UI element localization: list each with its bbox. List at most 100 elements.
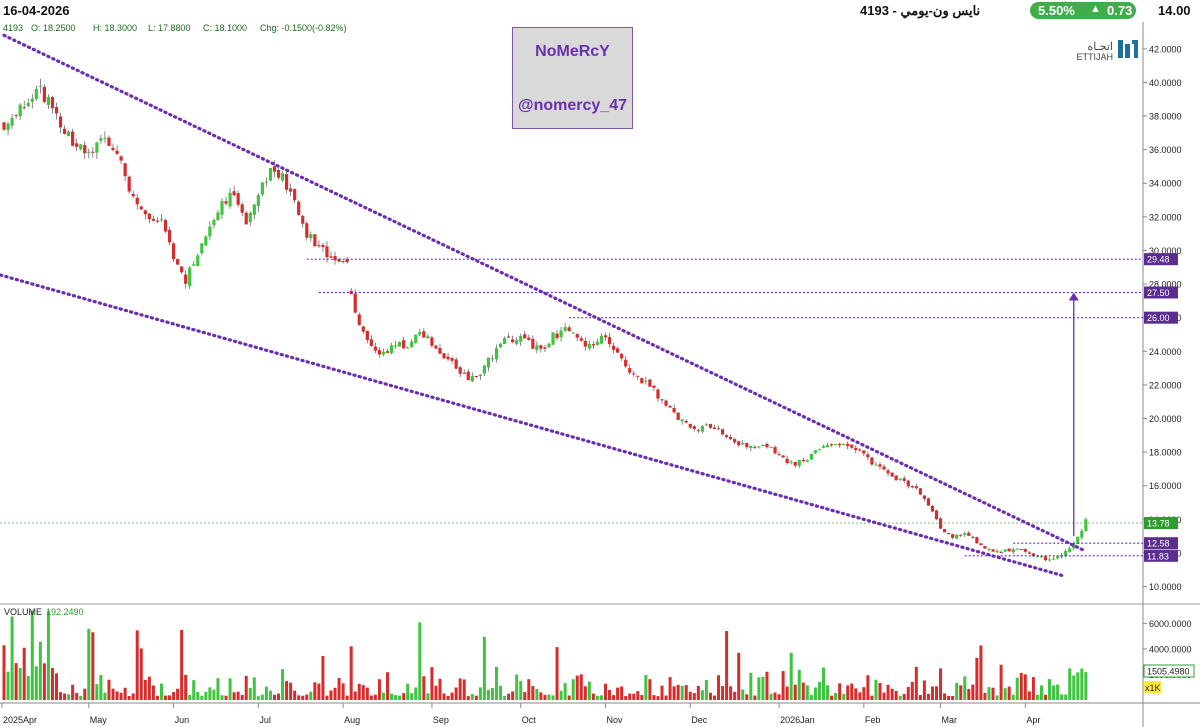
candle-body bbox=[947, 532, 951, 534]
candle-body bbox=[761, 444, 765, 446]
volume-bar bbox=[858, 692, 862, 700]
volume-bar bbox=[846, 685, 850, 700]
candle-body bbox=[890, 472, 894, 477]
candle-body bbox=[757, 446, 761, 448]
logo-mark-icon bbox=[1134, 44, 1138, 58]
volume-series bbox=[2, 610, 1088, 700]
candle-body bbox=[926, 498, 931, 506]
volume-bar bbox=[248, 687, 252, 700]
candle-body bbox=[155, 220, 160, 222]
volume-bar bbox=[700, 690, 704, 700]
candle-body bbox=[1027, 552, 1031, 554]
volume-bar bbox=[1080, 668, 1084, 700]
volume-bar bbox=[777, 694, 781, 700]
volume-bar bbox=[159, 683, 163, 700]
volume-bar bbox=[115, 691, 119, 700]
time-tick-label: May bbox=[90, 715, 108, 725]
volume-bar bbox=[967, 689, 971, 700]
volume-bar bbox=[531, 686, 535, 700]
level-label-box bbox=[1144, 286, 1178, 299]
price-tick-label: 38.0000 bbox=[1149, 112, 1182, 122]
volume-bar bbox=[866, 675, 870, 700]
candle-body bbox=[692, 426, 696, 429]
volume-bar bbox=[1060, 694, 1064, 700]
candle-body bbox=[280, 173, 285, 181]
candle-body bbox=[712, 427, 717, 430]
volume-bar bbox=[624, 696, 628, 700]
candle-body bbox=[264, 181, 269, 183]
candle-body bbox=[789, 461, 793, 463]
candle-body bbox=[470, 376, 474, 382]
unit-label: x1K bbox=[1145, 683, 1161, 693]
candle-body bbox=[498, 343, 503, 348]
level-label-box bbox=[1144, 311, 1178, 324]
volume-bar bbox=[293, 690, 297, 700]
candle-body bbox=[478, 374, 482, 377]
candle-body bbox=[975, 537, 979, 544]
candle-body bbox=[979, 543, 983, 546]
volume-bar bbox=[272, 694, 276, 700]
candle-body bbox=[385, 351, 390, 353]
candle-body bbox=[769, 446, 773, 448]
candle-body bbox=[781, 455, 785, 458]
volume-bar bbox=[454, 687, 458, 700]
volume-bar bbox=[59, 692, 63, 700]
candle-body bbox=[325, 246, 329, 258]
time-tick-label: Aug bbox=[344, 715, 360, 725]
candle-body bbox=[551, 332, 555, 345]
candle-body bbox=[599, 335, 604, 344]
volume-bar bbox=[390, 693, 394, 700]
volume-bar bbox=[854, 688, 858, 700]
volume-bar bbox=[224, 695, 228, 700]
volume-bar bbox=[535, 688, 539, 700]
candle-body bbox=[353, 293, 357, 313]
volume-marker-label: 1505.4980 bbox=[1147, 667, 1190, 677]
candle-body bbox=[50, 97, 55, 109]
candle-body bbox=[999, 551, 1003, 553]
candle-body bbox=[224, 201, 228, 204]
candle-body bbox=[490, 358, 495, 360]
candle-body bbox=[232, 191, 236, 196]
volume-bar bbox=[422, 676, 426, 700]
volume-bar bbox=[672, 686, 676, 700]
volume-bar bbox=[991, 687, 995, 700]
candle-body bbox=[1047, 559, 1052, 561]
candle-body bbox=[559, 330, 563, 338]
candle-body bbox=[46, 96, 51, 105]
volume-bar bbox=[680, 685, 684, 700]
candle-body bbox=[212, 219, 216, 226]
candle-body bbox=[398, 341, 402, 347]
level-label: 27.50 bbox=[1147, 288, 1170, 298]
volume-bar bbox=[898, 695, 902, 700]
candle-body bbox=[652, 385, 656, 388]
candle-body bbox=[14, 115, 18, 117]
volume-bar bbox=[1072, 675, 1076, 700]
candle-body bbox=[450, 357, 454, 361]
volume-bar bbox=[2, 645, 6, 700]
candle-body bbox=[938, 518, 943, 529]
candle-body bbox=[995, 550, 999, 553]
candle-body bbox=[196, 255, 200, 266]
candle-body bbox=[422, 331, 426, 338]
volume-bar bbox=[1068, 668, 1072, 700]
volume-bar bbox=[1007, 686, 1011, 700]
candle-body bbox=[1035, 556, 1040, 558]
candle-body bbox=[361, 326, 365, 332]
candle-body bbox=[704, 424, 709, 426]
volume-bar bbox=[567, 695, 571, 700]
volume-bar bbox=[805, 685, 809, 700]
volume-bar bbox=[793, 684, 797, 700]
level-label-box bbox=[1144, 517, 1178, 530]
volume-bar bbox=[551, 695, 555, 700]
watermark-handle: @nomercy_47 bbox=[518, 97, 627, 114]
volume-bar bbox=[660, 685, 664, 700]
price-tick-label: 22.0000 bbox=[1149, 380, 1182, 390]
volume-bar bbox=[151, 685, 155, 700]
volume-bar bbox=[252, 677, 256, 700]
price-tick-label: 30.0000 bbox=[1149, 246, 1182, 256]
candle-body bbox=[1064, 550, 1068, 556]
volume-bar bbox=[999, 664, 1003, 700]
candle-body bbox=[228, 192, 232, 207]
candle-body bbox=[458, 367, 462, 374]
candle-body bbox=[260, 182, 264, 195]
